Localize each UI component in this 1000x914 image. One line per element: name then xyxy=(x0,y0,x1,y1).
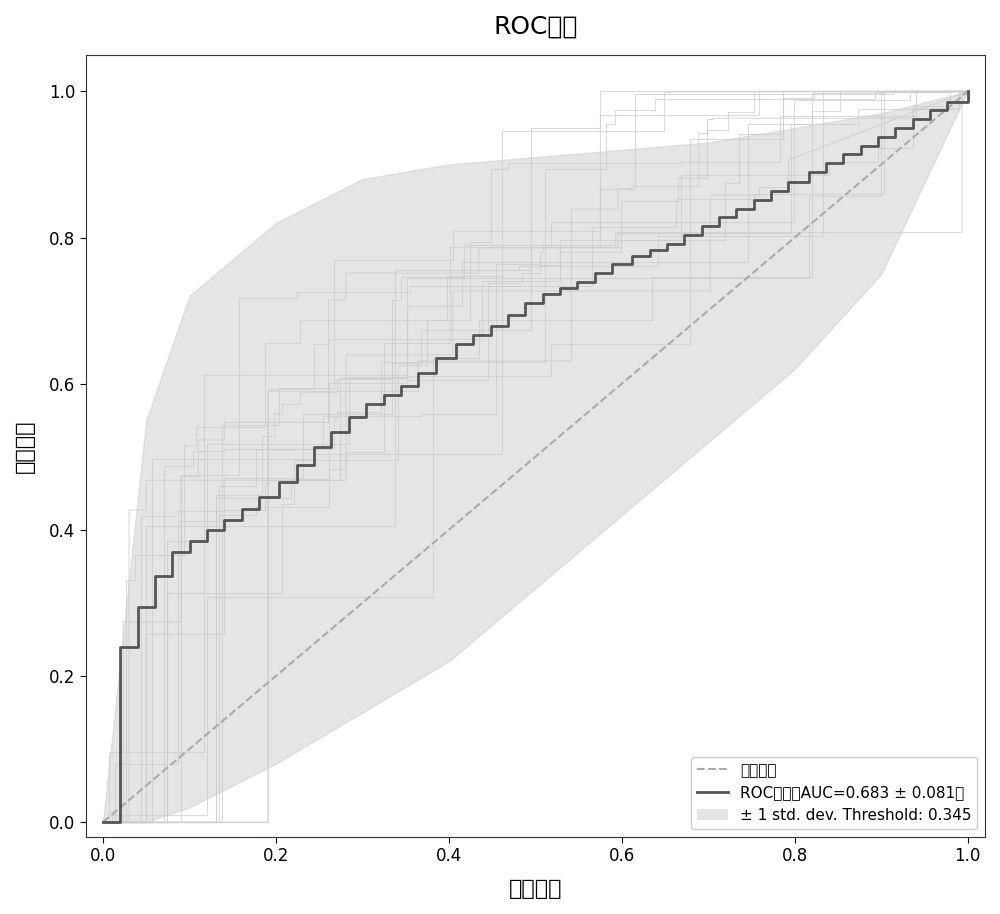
Y-axis label: 真阳性率: 真阳性率 xyxy=(15,419,35,473)
Title: ROC曲线: ROC曲线 xyxy=(493,15,578,39)
Legend: 随机猜测, ROC曲线（AUC=0.683 ± 0.081）, ± 1 std. dev. Threshold: 0.345: 随机猜测, ROC曲线（AUC=0.683 ± 0.081）, ± 1 std.… xyxy=(691,757,977,829)
X-axis label: 假阳性率: 假阳性率 xyxy=(509,879,562,899)
